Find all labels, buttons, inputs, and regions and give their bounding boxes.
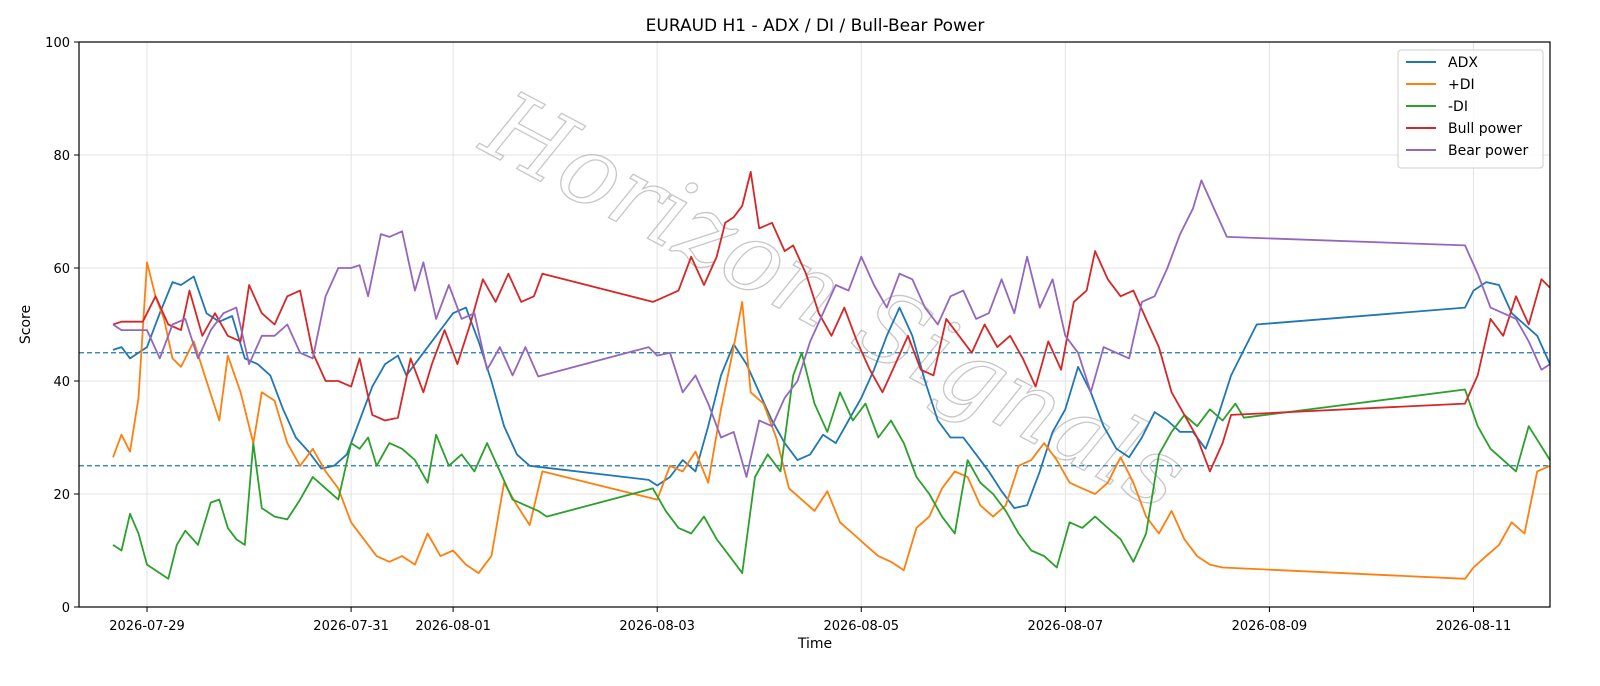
x-tick-label: 2026-08-03 xyxy=(619,619,695,634)
legend-label: -DI xyxy=(1448,99,1468,115)
x-tick-label: 2026-08-09 xyxy=(1232,619,1308,634)
reference-lines xyxy=(79,352,1550,467)
y-tick-label: 60 xyxy=(53,262,70,277)
legend: ADX +DI -DI Bull power Bear power xyxy=(1397,49,1544,169)
x-tick-label: 2026-08-05 xyxy=(823,619,899,634)
series-line--di xyxy=(112,351,1551,580)
x-tick-label: 2026-08-01 xyxy=(415,619,491,634)
legend-label: Bear power xyxy=(1448,143,1529,159)
y-axis-ticks: 0 20 40 60 80 100 xyxy=(45,36,79,616)
y-tick-label: 0 xyxy=(62,601,70,616)
y-tick-label: 20 xyxy=(53,488,70,503)
x-axis-ticks: 2026-07-29 2026-07-31 2026-08-01 2026-08-03… xyxy=(109,607,1511,634)
x-tick-label: 2026-07-31 xyxy=(313,619,389,634)
plot-frame xyxy=(78,41,1551,608)
x-tick-label: 2026-08-11 xyxy=(1436,619,1512,634)
legend-label: +DI xyxy=(1448,77,1475,93)
series-line--di xyxy=(112,261,1551,580)
y-tick-label: 80 xyxy=(53,149,70,164)
legend-label: ADX xyxy=(1448,55,1478,71)
chart-title: EURAUD H1 - ADX / DI / Bull-Bear Power xyxy=(646,16,985,36)
series-line-bull-power xyxy=(112,170,1551,473)
y-tick-label: 100 xyxy=(45,36,70,51)
series-lines xyxy=(112,170,1551,580)
legend-box xyxy=(1397,49,1544,169)
y-axis-title: Score xyxy=(18,305,34,344)
series-line-adx xyxy=(112,275,1551,510)
x-axis-title: Time xyxy=(797,636,832,652)
watermark-logo: Horizon Signals xyxy=(465,68,1204,532)
series-line-bear-power xyxy=(112,179,1551,478)
legend-label: Bull power xyxy=(1448,121,1522,137)
y-tick-label: 40 xyxy=(53,375,70,390)
x-tick-label: 2026-08-07 xyxy=(1028,619,1104,634)
x-tick-label: 2026-07-29 xyxy=(109,619,185,634)
